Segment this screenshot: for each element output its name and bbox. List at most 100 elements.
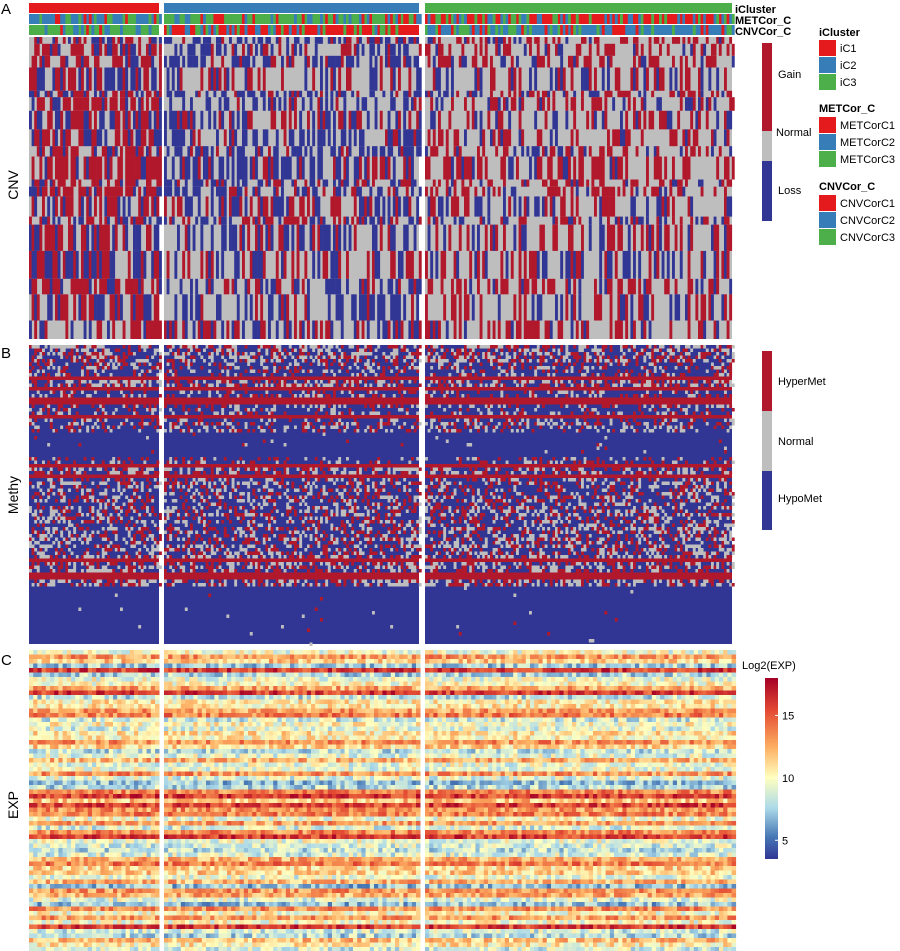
methy-cell	[333, 373, 336, 377]
methy-cell	[294, 380, 297, 384]
cnv-cell	[31, 97, 35, 111]
methy-cell	[195, 422, 199, 426]
methy-cell	[372, 369, 375, 373]
methy-cell	[83, 345, 87, 349]
methy-cell	[138, 362, 142, 366]
methy-cell	[529, 380, 532, 384]
cnv-cell	[55, 156, 58, 180]
cnvcor-track-cell	[721, 25, 725, 35]
metcor-track-cell	[474, 14, 478, 24]
cnv-cell	[140, 55, 144, 68]
cnv-cell	[432, 129, 436, 147]
methy-cell	[521, 380, 525, 384]
cnv-cell	[518, 216, 522, 225]
cnv-cell	[88, 196, 92, 217]
methy-cell	[705, 408, 709, 412]
methy-cell	[687, 380, 691, 384]
methy-cell	[283, 366, 287, 370]
methy-cell	[216, 411, 219, 415]
methy-cell	[96, 352, 100, 356]
methy-cell	[578, 355, 582, 359]
cnvcor-track-cell	[427, 25, 431, 35]
metcor-track-cell	[60, 14, 64, 24]
methy-cell	[471, 345, 475, 349]
cnv-cell	[451, 278, 454, 295]
cnv-cell	[374, 156, 378, 180]
metcor-track-cell	[643, 14, 647, 24]
cnv-cell	[609, 294, 613, 321]
cnv-cell	[283, 250, 287, 279]
cnv-cell	[135, 67, 139, 91]
cnv-cell	[182, 250, 186, 279]
cnv-cell	[151, 55, 155, 68]
methy-cell	[81, 373, 84, 377]
methy-cell	[159, 380, 162, 384]
methy-cell	[440, 345, 444, 349]
cnv-cell	[99, 37, 103, 44]
methy-cell	[438, 359, 441, 363]
cnv-cell	[518, 110, 522, 130]
cnv-cell	[255, 320, 258, 339]
methy-cell	[560, 380, 564, 384]
methy-cell	[664, 359, 668, 363]
methy-cell	[464, 348, 467, 352]
metcor-track-cell	[482, 14, 486, 24]
cnv-cell	[140, 278, 144, 295]
methy-cell	[445, 359, 449, 363]
cnv-cell	[521, 179, 525, 187]
cnv-cell	[578, 156, 582, 180]
cnv-cell	[646, 216, 649, 225]
methy-cell	[372, 359, 375, 363]
methy-cell	[242, 352, 245, 356]
cnv-cell	[448, 186, 452, 197]
metcor-track-cell	[413, 14, 417, 24]
cnv-cell	[268, 55, 271, 68]
methy-cell	[726, 348, 730, 352]
methy-cell	[718, 380, 722, 384]
methy-cell	[340, 411, 344, 415]
methy-cell	[544, 380, 548, 384]
methy-cell	[60, 348, 64, 352]
cnv-cell	[135, 224, 139, 251]
cnv-cell	[359, 196, 362, 217]
cnv-cell	[356, 156, 360, 180]
cnv-cell	[705, 216, 709, 225]
methy-cell	[140, 369, 144, 373]
cnv-cell	[49, 90, 53, 98]
cnv-cell	[333, 67, 336, 91]
methy-cell	[430, 411, 434, 415]
methy-cell	[679, 352, 683, 356]
cnv-cell	[573, 110, 577, 130]
methy-cell	[322, 373, 326, 377]
cnv-cell	[148, 146, 152, 157]
cnv-cell	[534, 320, 538, 339]
cnv-cell	[609, 55, 613, 68]
cnv-cell	[568, 179, 571, 187]
cnv-cell	[612, 129, 616, 147]
cnvcor-track-cell	[471, 25, 475, 35]
cnv-cell	[273, 146, 277, 157]
methy-cell	[687, 404, 691, 408]
methy-cell	[333, 422, 336, 426]
methy-cell	[690, 348, 694, 352]
cnv-cell	[291, 146, 295, 157]
methy-cell	[513, 352, 517, 356]
cnv-cell	[229, 110, 232, 130]
methy-cell	[518, 411, 522, 415]
methy-cell	[392, 355, 396, 359]
cnv-cell	[223, 278, 227, 295]
methy-cell	[382, 366, 386, 370]
cnv-cell	[343, 216, 347, 225]
methy-cell	[682, 408, 686, 412]
cnv-cell	[197, 37, 201, 44]
cnv-cell	[325, 97, 329, 111]
cnv-cell	[70, 224, 74, 251]
methy-cell	[539, 383, 543, 387]
cnv-cell	[351, 186, 355, 197]
methy-cell	[133, 366, 136, 370]
cnv-cell	[427, 216, 431, 225]
methy-cell	[304, 355, 308, 359]
cnv-cell	[159, 43, 162, 56]
methy-cell	[395, 380, 399, 384]
methy-cell	[57, 408, 61, 412]
